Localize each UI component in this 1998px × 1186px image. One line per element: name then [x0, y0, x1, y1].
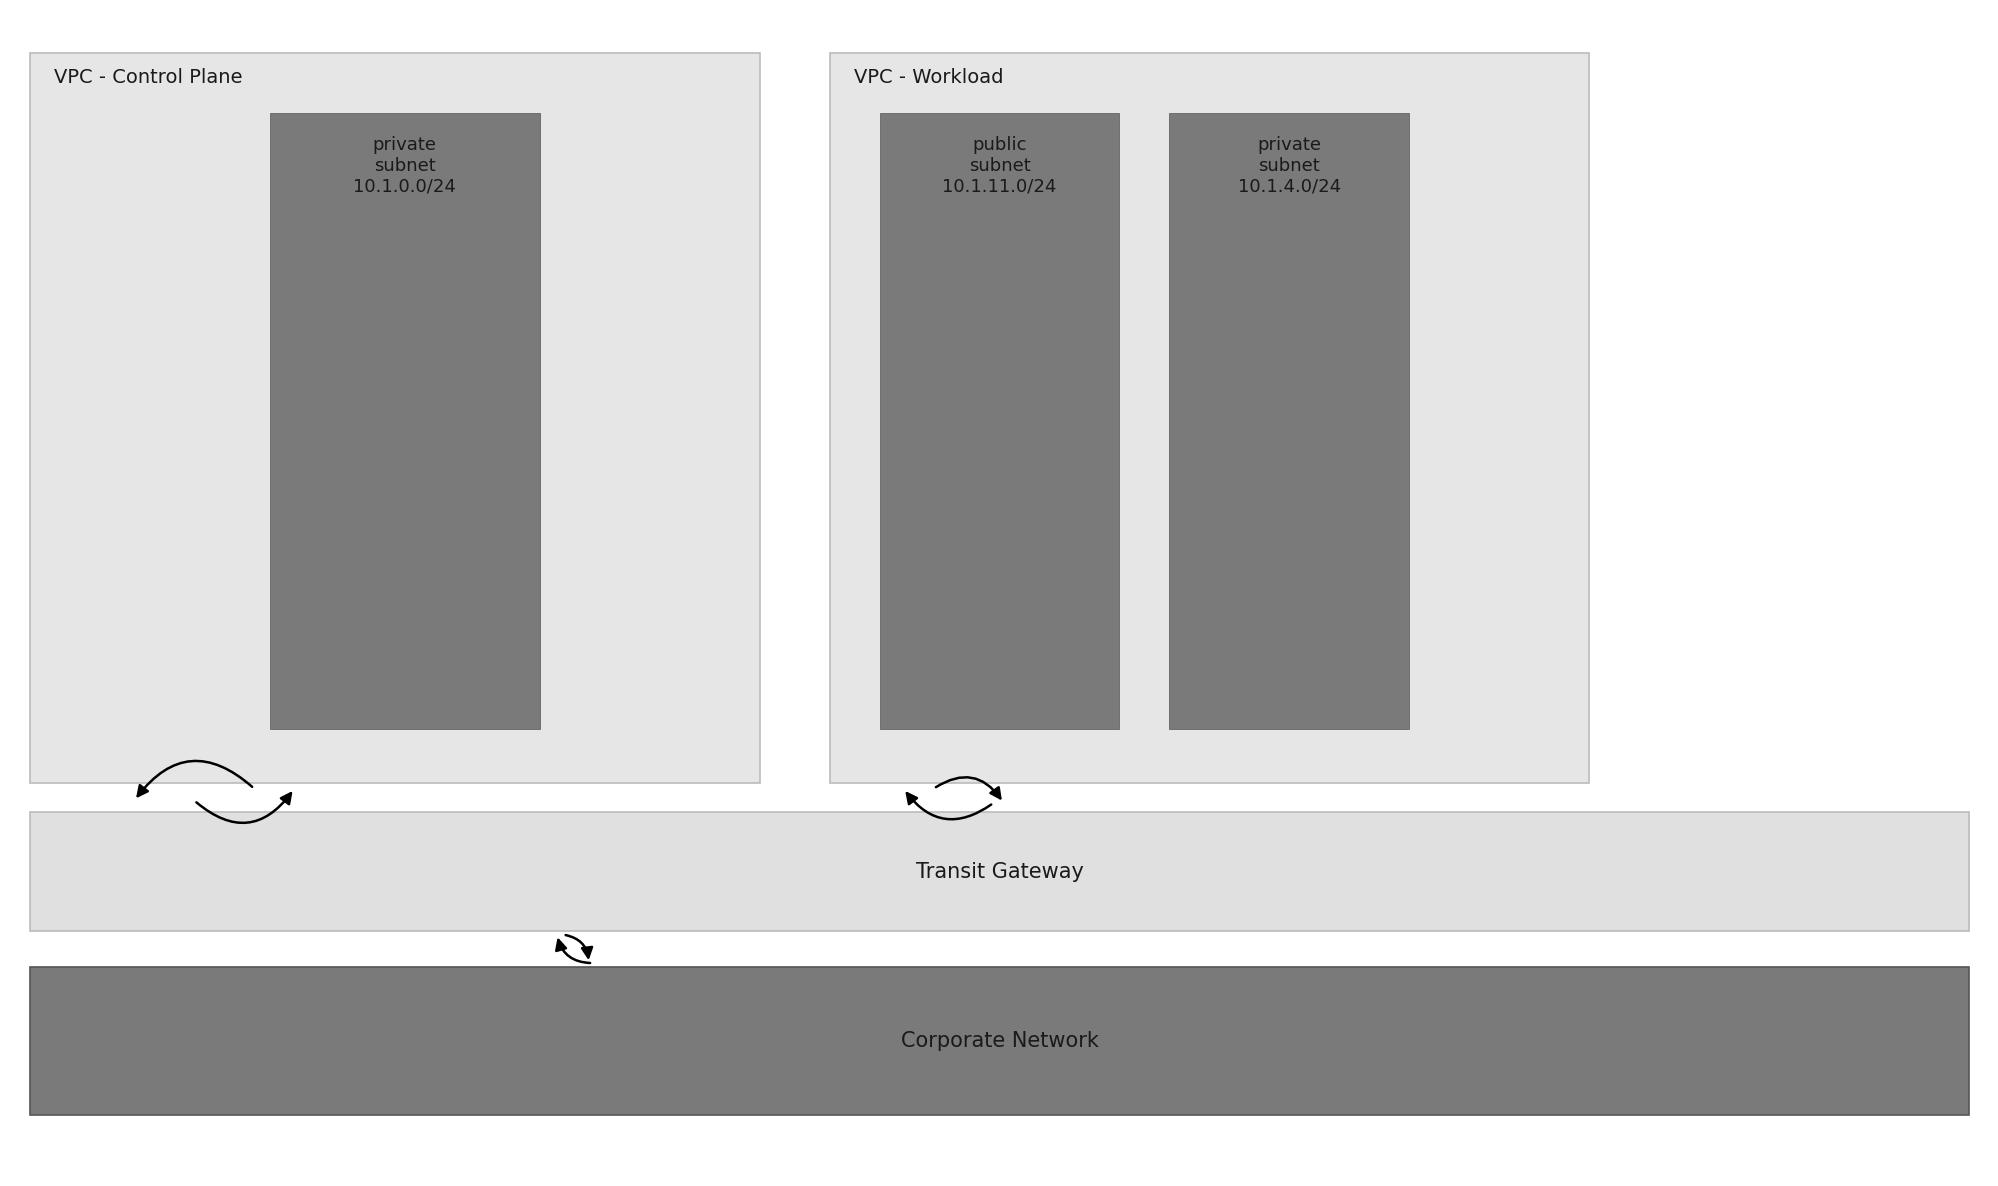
Text: private
subnet
10.1.4.0/24: private subnet 10.1.4.0/24	[1237, 136, 1341, 196]
Text: public
subnet
10.1.11.0/24: public subnet 10.1.11.0/24	[941, 136, 1057, 196]
FancyBboxPatch shape	[270, 113, 539, 729]
FancyBboxPatch shape	[30, 53, 759, 783]
Text: Transit Gateway: Transit Gateway	[915, 862, 1083, 881]
FancyBboxPatch shape	[30, 812, 1968, 931]
FancyBboxPatch shape	[879, 113, 1119, 729]
FancyBboxPatch shape	[30, 967, 1968, 1115]
FancyBboxPatch shape	[829, 53, 1588, 783]
Text: VPC - Control Plane: VPC - Control Plane	[54, 68, 242, 87]
Text: private
subnet
10.1.0.0/24: private subnet 10.1.0.0/24	[354, 136, 456, 196]
Text: Corporate Network: Corporate Network	[901, 1031, 1097, 1051]
FancyBboxPatch shape	[1169, 113, 1409, 729]
Text: VPC - Workload: VPC - Workload	[853, 68, 1003, 87]
